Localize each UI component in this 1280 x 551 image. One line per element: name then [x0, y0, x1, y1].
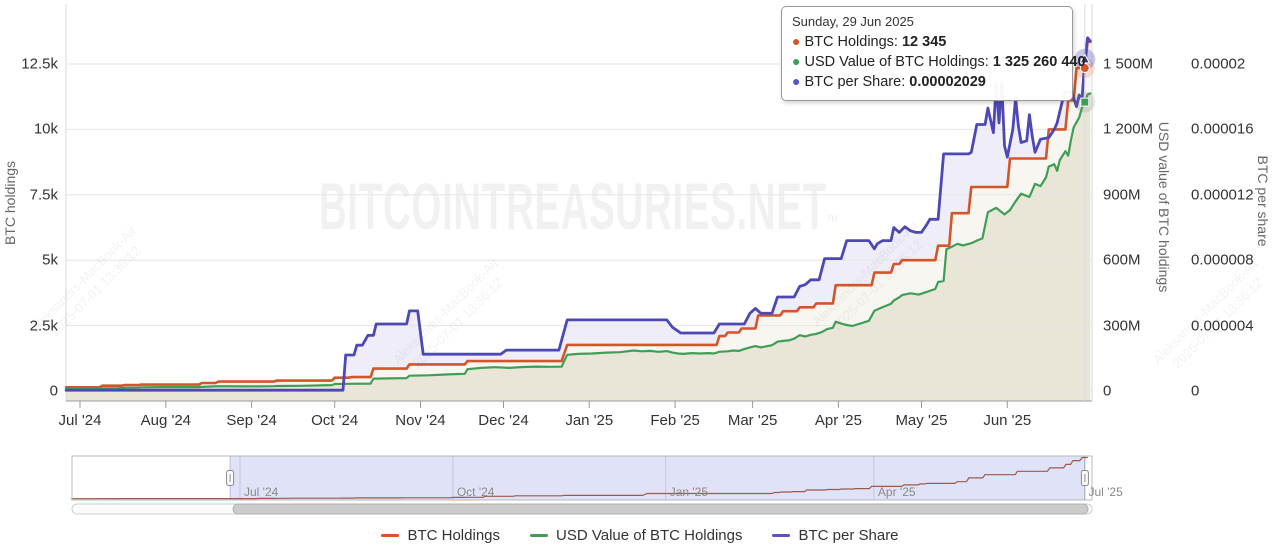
y-axis-tick-label-bps: 0.000012 — [1191, 186, 1254, 204]
x-axis-tick-label: Jan '25 — [565, 412, 614, 429]
navigator-tick-label: Oct '24 — [456, 485, 495, 499]
series-btc-per-share-line — [64, 36, 1092, 392]
marker-circle-btc-holdings[interactable] — [1079, 63, 1090, 74]
y-axis-tick-label-bps: 0.000016 — [1191, 120, 1254, 138]
y-axis-tick-label-usd: 1 500M — [1103, 55, 1154, 73]
tooltip-row-btc-holdings: ● BTC Holdings: 12 345 — [792, 33, 947, 50]
y-axis-tick-label-btc: 10k — [33, 120, 58, 138]
y-axis-tick-label-btc: 2.5k — [29, 317, 58, 335]
legend-item-btc-holdings[interactable]: BTC Holdings — [381, 527, 500, 544]
navigator-tick-label: Jul '25 — [1088, 485, 1123, 499]
x-axis-tick-label: Oct '24 — [311, 412, 359, 429]
series-bullet-icon: ● — [792, 33, 801, 49]
x-axis-tick-label: Jul '24 — [58, 412, 102, 429]
tooltip-row-usd-value: ● USD Value of BTC Holdings: 1 325 260 44… — [792, 53, 1086, 70]
y-axis-tick-label-usd: 600M — [1103, 251, 1141, 269]
marker-square-usd-value[interactable] — [1080, 97, 1090, 107]
legend-marker-icon — [381, 533, 400, 538]
y-axis-tick-label-usd: 1 200M — [1103, 120, 1154, 138]
x-axis-tick-label: Jun '25 — [983, 412, 1032, 429]
tooltip-date: Sunday, 29 Jun 2025 — [792, 14, 914, 29]
y-axis-tick-label-bps: 0.00002 — [1191, 55, 1246, 73]
legend-item-btc-per-share[interactable]: BTC per Share — [772, 527, 899, 544]
x-axis-tick-label: May '25 — [895, 412, 948, 429]
navigator-series-line — [71, 456, 1088, 500]
y-axis-tick-label-btc: 0 — [49, 382, 58, 400]
y-axis-tick-label-usd: 900M — [1103, 186, 1141, 204]
tooltip-row-btc-per-share: ● BTC per Share: 0.00002029 — [792, 73, 986, 90]
series-bullet-icon: ● — [792, 53, 801, 69]
legend-marker-icon — [772, 533, 791, 538]
navigator-tick-label: Jul '24 — [244, 485, 279, 499]
y-axis-tick-label-btc: 5k — [42, 251, 58, 269]
navigator-tick-label: Jan '25 — [669, 485, 709, 499]
series-btc-holdings-line — [64, 40, 1092, 389]
y-axis-tick-label-usd: 0 — [1103, 382, 1112, 400]
tooltip: Sunday, 29 Jun 2025 ● BTC Holdings: 12 34… — [781, 6, 1086, 101]
series-bullet-icon: ● — [792, 73, 801, 89]
legend: BTC Holdings USD Value of BTC Holdings BTC… — [0, 527, 1280, 544]
navigator-outline — [71, 455, 1093, 501]
x-axis-tick-label: Sep '24 — [226, 412, 277, 429]
marker-triangle-btc-per-share[interactable] — [1079, 53, 1091, 64]
y-axis-tick-label-btc: 12.5k — [21, 55, 58, 73]
y-axis-tick-label-bps: 0.000008 — [1191, 251, 1254, 269]
legend-label: BTC Holdings — [407, 527, 501, 544]
legend-label: BTC per Share — [798, 527, 899, 544]
series-usd-value-of-btc-holdings-area — [66, 93, 1091, 402]
navigator-tick-label: Apr '25 — [877, 485, 916, 499]
legend-label: USD Value of BTC Holdings — [556, 527, 743, 544]
x-axis-tick-label: Dec '24 — [478, 412, 529, 429]
y-axis-title-btc-per-share: BTC per share — [1255, 155, 1271, 247]
y-axis-tick-label-bps: 0 — [1191, 382, 1200, 400]
y-axis-tick-label-bps: 0.000004 — [1191, 317, 1254, 335]
y-axis-title-usd-value: USD value of BTC holdings — [1156, 121, 1172, 293]
x-axis-tick-label: Feb '25 — [650, 412, 700, 429]
x-axis-tick-label: Apr '25 — [814, 412, 862, 429]
x-axis-tick-label: Aug '24 — [140, 412, 191, 429]
scrollbar-thumb[interactable] — [232, 503, 1089, 515]
y-axis-tick-label-btc: 7.5k — [29, 186, 58, 204]
series-btc-holdings-area — [66, 41, 1091, 402]
x-axis-tick-label: Nov '24 — [395, 412, 446, 429]
navigator-background — [72, 456, 1092, 500]
legend-marker-icon — [530, 533, 549, 538]
y-axis-tick-label-usd: 300M — [1103, 317, 1141, 335]
series-usd-value-of-btc-holdings-line — [65, 92, 1092, 391]
x-axis-tick-label: Mar '25 — [727, 412, 778, 429]
site-watermark: BITCOINTREASURIES.NET™ — [318, 169, 840, 243]
legend-item-usd-value-of-btc-holdings[interactable]: USD Value of BTC Holdings — [530, 527, 742, 544]
